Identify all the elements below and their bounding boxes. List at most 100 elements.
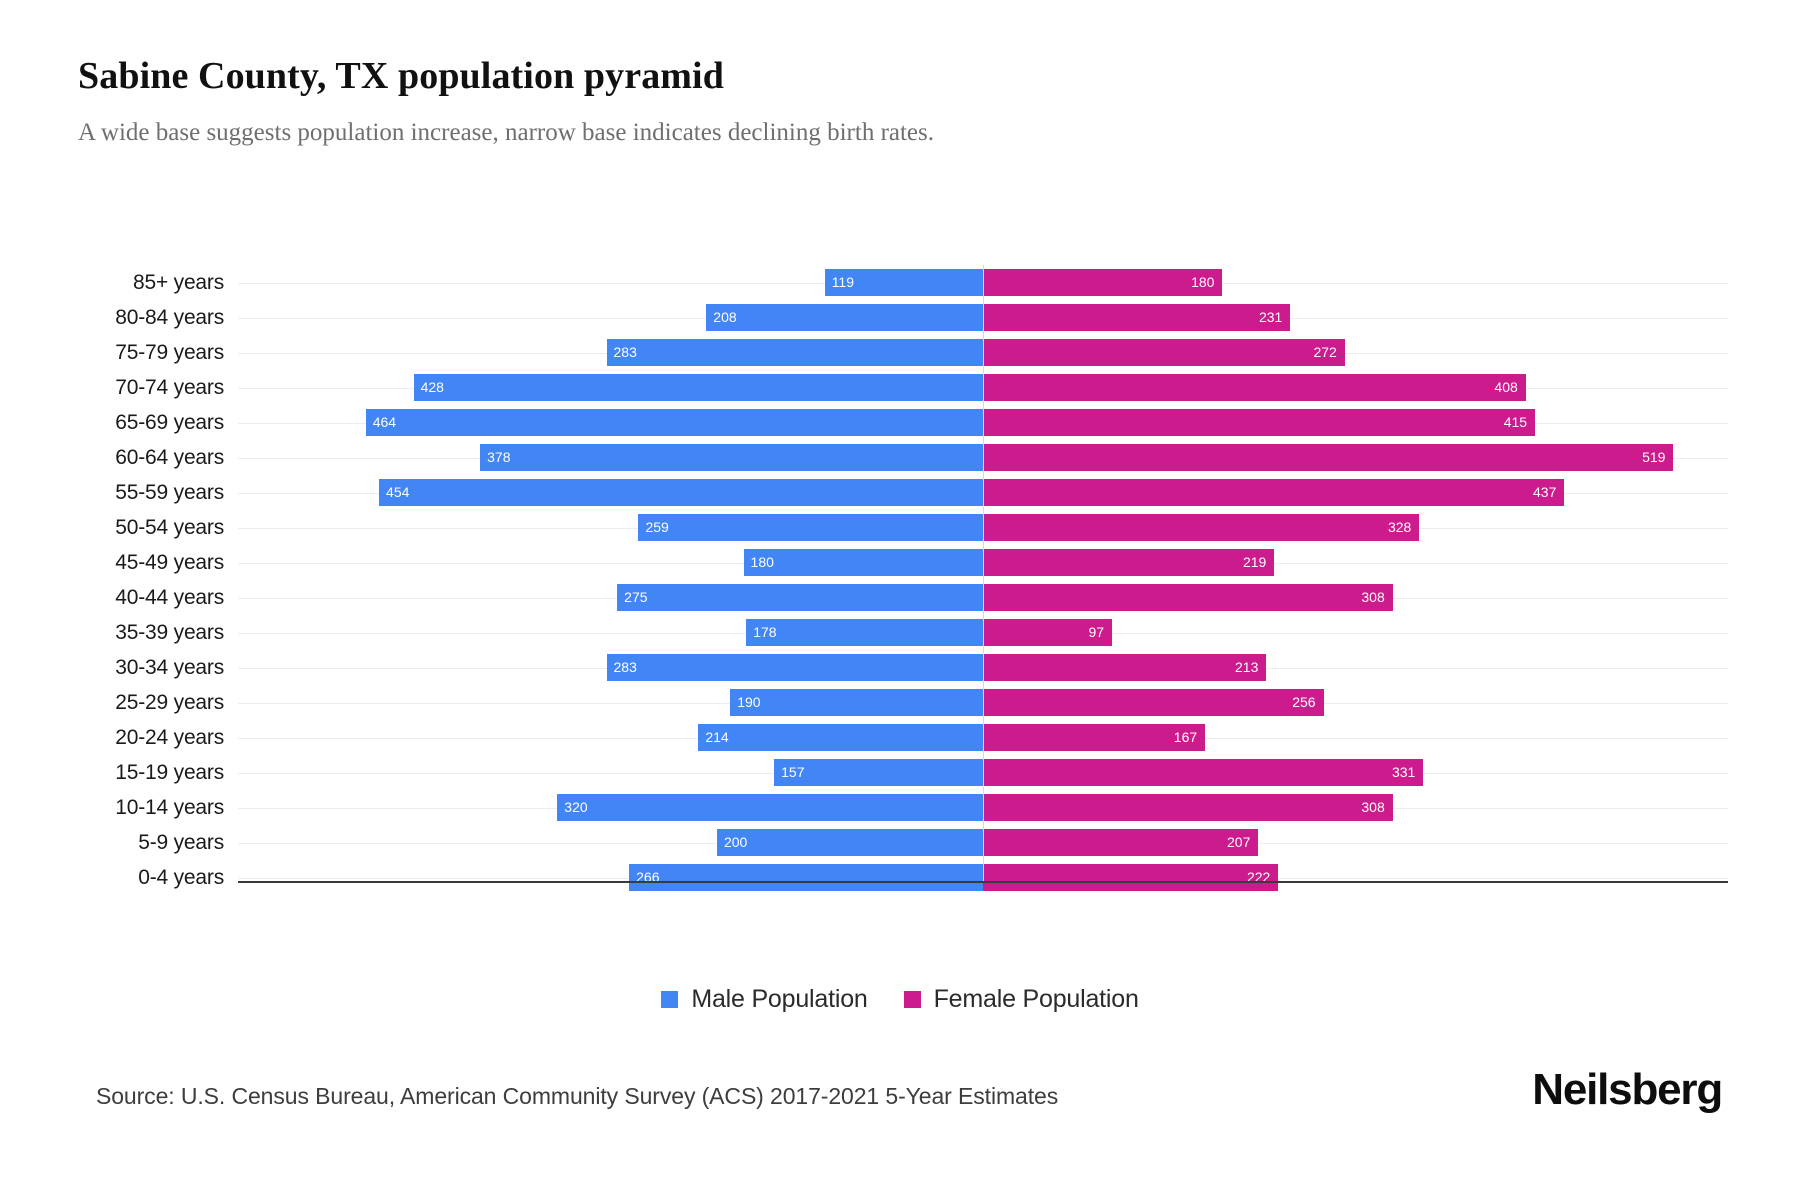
female-bar[interactable]: 437 xyxy=(983,479,1565,506)
row-track: 275 308 xyxy=(238,580,1728,615)
female-bar[interactable]: 308 xyxy=(983,794,1393,821)
age-group-label: 25-29 years xyxy=(115,690,224,714)
age-group-label: 75-79 years xyxy=(115,340,224,364)
male-bar[interactable]: 454 xyxy=(379,479,983,506)
female-bar-value: 308 xyxy=(1361,799,1385,815)
female-bar[interactable]: 167 xyxy=(983,724,1206,751)
female-bar-value: 272 xyxy=(1313,344,1337,360)
male-bar-value: 190 xyxy=(737,694,761,710)
pyramid-row: 15-19 years 157 331 xyxy=(78,755,1728,790)
female-bar[interactable]: 256 xyxy=(983,689,1324,716)
row-track: 283 272 xyxy=(238,335,1728,370)
female-bar[interactable]: 180 xyxy=(983,269,1223,296)
female-bar[interactable]: 219 xyxy=(983,549,1275,576)
male-bar[interactable]: 214 xyxy=(698,724,983,751)
pyramid-row: 30-34 years 283 213 xyxy=(78,650,1728,685)
female-bar-value: 222 xyxy=(1246,869,1271,885)
male-bar[interactable]: 275 xyxy=(617,584,983,611)
female-bar[interactable]: 308 xyxy=(983,584,1393,611)
source-note: Source: U.S. Census Bureau, American Com… xyxy=(96,1083,1059,1109)
chart-legend: Male Population Female Population xyxy=(0,985,1800,1014)
male-bar-value: 283 xyxy=(613,659,637,675)
male-bar[interactable]: 266 xyxy=(629,864,983,891)
male-bar[interactable]: 320 xyxy=(557,794,983,821)
square-swatch-icon xyxy=(903,991,921,1008)
legend-item[interactable]: Female Population xyxy=(903,985,1139,1014)
age-group-label: 50-54 years xyxy=(115,515,224,539)
male-bar-value: 275 xyxy=(624,589,648,605)
legend-item[interactable]: Male Population xyxy=(661,985,868,1014)
male-bar[interactable]: 428 xyxy=(413,374,983,401)
pyramid-row: 20-24 years 214 167 xyxy=(78,720,1728,755)
female-bar-value: 408 xyxy=(1494,379,1518,395)
age-group-label: 20-24 years xyxy=(115,725,224,749)
age-group-label: 80-84 years xyxy=(115,305,224,329)
row-track: 378 519 xyxy=(238,440,1728,475)
male-bar[interactable]: 190 xyxy=(730,689,983,716)
age-group-label: 35-39 years xyxy=(115,620,224,644)
brand-logo: Neilsberg xyxy=(1532,1065,1723,1114)
pyramid-row: 10-14 years 320 308 xyxy=(78,790,1728,825)
female-bar-value: 207 xyxy=(1227,834,1251,850)
female-bar[interactable]: 415 xyxy=(983,409,1536,436)
chart-rows: 85+ years 119 180 80-84 years 208 231 75-79 ye… xyxy=(78,265,1728,895)
female-bar[interactable]: 97 xyxy=(983,619,1113,646)
male-bar[interactable]: 378 xyxy=(480,444,983,471)
female-bar[interactable]: 519 xyxy=(983,444,1674,471)
male-bar-value: 214 xyxy=(705,729,729,745)
page-title: Sabine County, TX population pyramid xyxy=(78,55,724,97)
male-bar-value: 464 xyxy=(372,414,397,430)
male-bar-value: 283 xyxy=(613,344,637,360)
age-group-label: 65-69 years xyxy=(115,410,224,434)
female-bar[interactable]: 408 xyxy=(983,374,1526,401)
female-bar[interactable]: 207 xyxy=(983,829,1259,856)
female-bar-value: 331 xyxy=(1391,764,1416,780)
pyramid-row: 80-84 years 208 231 xyxy=(78,300,1728,335)
legend-label: Female Population xyxy=(933,985,1139,1013)
male-bar[interactable]: 178 xyxy=(746,619,983,646)
pyramid-row: 0-4 years 266 222 xyxy=(78,860,1728,895)
page-subtitle: A wide base suggests population increase… xyxy=(78,118,935,146)
female-bar[interactable]: 331 xyxy=(983,759,1424,786)
female-bar[interactable]: 231 xyxy=(983,304,1291,331)
female-bar-value: 180 xyxy=(1191,274,1215,290)
male-bar-value: 208 xyxy=(713,309,737,325)
pyramid-row: 70-74 years 428 408 xyxy=(78,370,1728,405)
male-bar[interactable]: 119 xyxy=(824,269,983,296)
female-bar-value: 308 xyxy=(1361,589,1385,605)
chart-header: Sabine County, TX population pyramid A w… xyxy=(0,0,1800,148)
male-bar-value: 200 xyxy=(723,834,748,850)
male-bar[interactable]: 283 xyxy=(606,339,983,366)
row-track: 200 207 xyxy=(238,825,1728,860)
male-bar[interactable]: 464 xyxy=(365,409,983,436)
male-bar[interactable]: 208 xyxy=(706,304,983,331)
pyramid-row: 40-44 years 275 308 xyxy=(78,580,1728,615)
pyramid-row: 35-39 years 178 97 xyxy=(78,615,1728,650)
legend-label: Male Population xyxy=(691,985,868,1013)
male-bar[interactable]: 283 xyxy=(606,654,983,681)
age-group-label: 55-59 years xyxy=(115,480,224,504)
male-bar[interactable]: 157 xyxy=(774,759,983,786)
male-bar[interactable]: 259 xyxy=(638,514,983,541)
female-bar[interactable]: 328 xyxy=(983,514,1420,541)
female-bar-value: 97 xyxy=(1088,624,1105,640)
female-bar-value: 519 xyxy=(1642,449,1666,465)
male-bar[interactable]: 180 xyxy=(743,549,983,576)
pyramid-row: 55-59 years 454 437 xyxy=(78,475,1728,510)
female-bar-value: 213 xyxy=(1235,659,1259,675)
age-group-label: 70-74 years xyxy=(115,375,224,399)
female-bar-value: 328 xyxy=(1387,519,1412,535)
pyramid-row: 75-79 years 283 272 xyxy=(78,335,1728,370)
female-bar[interactable]: 213 xyxy=(983,654,1267,681)
center-axis-line xyxy=(983,265,984,883)
female-bar-value: 256 xyxy=(1292,694,1316,710)
male-bar-value: 320 xyxy=(564,799,588,815)
square-swatch-icon xyxy=(661,991,679,1008)
male-bar[interactable]: 200 xyxy=(716,829,983,856)
row-track: 259 328 xyxy=(238,510,1728,545)
female-bar[interactable]: 222 xyxy=(983,864,1279,891)
male-bar-value: 266 xyxy=(636,869,660,885)
pyramid-row: 60-64 years 378 519 xyxy=(78,440,1728,475)
age-group-label: 40-44 years xyxy=(115,585,224,609)
female-bar[interactable]: 272 xyxy=(983,339,1345,366)
